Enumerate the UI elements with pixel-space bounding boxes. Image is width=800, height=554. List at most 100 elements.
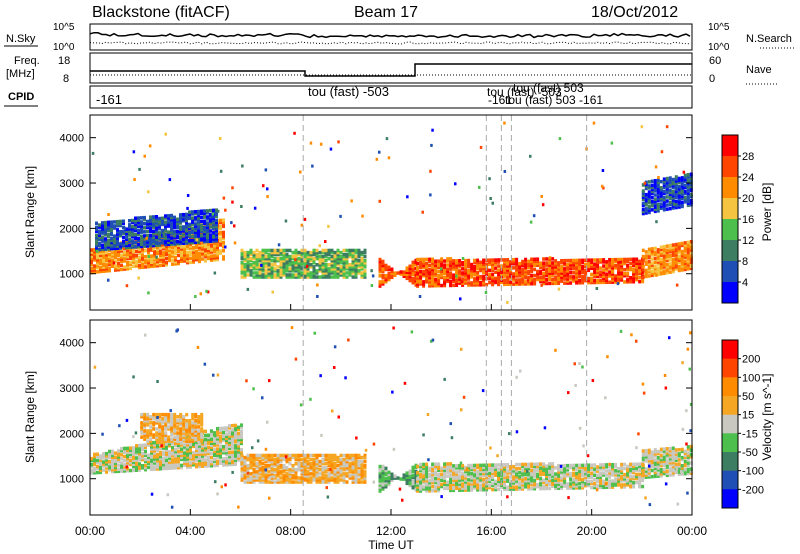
power-cell <box>131 235 134 239</box>
power-cell <box>203 221 206 225</box>
velocity-cell <box>446 480 450 485</box>
power-cell <box>683 183 687 188</box>
velocity-cell <box>177 461 180 466</box>
velocity-cell <box>143 425 147 429</box>
power-cell <box>449 261 453 265</box>
velocity-cell <box>416 489 420 493</box>
power-cell <box>575 268 579 273</box>
power-cell <box>215 214 218 218</box>
power-cell <box>443 269 447 273</box>
power-cell <box>518 272 522 276</box>
cpid-label: CPID <box>8 91 34 103</box>
power-cell <box>665 185 669 189</box>
velocity-cell <box>270 470 274 474</box>
power-cell <box>536 263 540 267</box>
power-cell <box>473 260 477 265</box>
power-cell <box>491 268 495 272</box>
velocity-cell <box>147 443 150 447</box>
velocity-cell <box>168 442 171 446</box>
power-cell <box>200 223 203 228</box>
power-cell <box>342 263 346 267</box>
power-cell <box>306 254 310 259</box>
velocity-cell <box>512 469 516 473</box>
power-cell <box>623 272 627 276</box>
power-cell <box>662 199 666 204</box>
power-cell <box>111 260 114 264</box>
power-cell <box>644 270 648 275</box>
velocity-cell <box>288 455 292 460</box>
power-cell <box>662 201 666 206</box>
power-cell <box>635 275 639 280</box>
velocity-cell <box>279 480 283 484</box>
velocity-cell <box>192 452 195 457</box>
power-cell <box>653 269 657 273</box>
velocity-cell <box>461 463 465 468</box>
power-cell <box>551 261 555 265</box>
power-cell <box>267 267 271 271</box>
velocity-cell <box>225 452 228 457</box>
velocity-cell <box>222 432 225 437</box>
velocity-cell <box>494 483 498 488</box>
velocity-cell <box>419 475 423 479</box>
power-scatter-cell <box>300 223 304 227</box>
power-cell <box>605 262 609 266</box>
power-cell <box>185 224 188 229</box>
power-cell <box>644 196 648 201</box>
power-cell <box>422 272 426 276</box>
velocity-cell <box>185 437 189 441</box>
power-cell <box>240 254 244 259</box>
power-cell <box>671 206 675 210</box>
power-cell <box>431 263 435 268</box>
power-cell <box>240 261 244 265</box>
power-cell <box>345 275 349 279</box>
velocity-cell <box>176 427 180 431</box>
power-cell <box>164 228 167 233</box>
velocity-cell <box>243 474 247 478</box>
power-cell <box>689 244 693 248</box>
power-cell <box>102 261 105 265</box>
power-cell <box>458 269 462 273</box>
velocity-cell <box>162 456 165 461</box>
velocity-cell <box>458 488 462 492</box>
power-cell <box>180 251 183 255</box>
velocity-cell <box>524 485 528 489</box>
velocity-cell <box>102 456 105 460</box>
power-cell <box>191 210 194 214</box>
power-cell <box>306 267 310 271</box>
power-cell <box>671 194 675 198</box>
power-cell <box>467 271 471 275</box>
velocity-cell <box>225 428 228 432</box>
velocity-cell <box>177 463 180 468</box>
power-cell <box>680 264 684 268</box>
velocity-cell <box>360 468 364 472</box>
power-cell <box>644 194 648 199</box>
velocity-cell <box>162 460 165 465</box>
power-cell <box>437 283 441 288</box>
power-cpid-markers <box>302 115 588 310</box>
power-cell <box>282 261 286 265</box>
power-cell <box>179 215 182 219</box>
power-cell <box>155 227 158 231</box>
power-cell <box>590 278 594 283</box>
velocity-cell <box>173 429 177 433</box>
velocity-cell <box>503 487 507 492</box>
power-cell <box>509 276 513 280</box>
power-cell <box>521 280 525 284</box>
power-cell <box>339 265 343 269</box>
power-cell <box>327 271 331 275</box>
cpid-entry-1: -161 <box>96 92 122 107</box>
velocity-cell <box>186 465 189 469</box>
velocity-cell <box>231 442 234 446</box>
velocity-cell <box>240 478 244 482</box>
power-cell <box>207 252 210 257</box>
power-cell <box>146 221 149 226</box>
power-cell <box>204 250 207 255</box>
velocity-cell <box>167 437 171 441</box>
velocity-cell <box>506 487 510 491</box>
power-cell <box>108 266 111 271</box>
power-cell <box>363 271 367 275</box>
power-cell <box>285 252 289 257</box>
velocity-cell <box>170 421 174 425</box>
power-cell <box>219 226 222 231</box>
velocity-cell <box>99 468 102 473</box>
